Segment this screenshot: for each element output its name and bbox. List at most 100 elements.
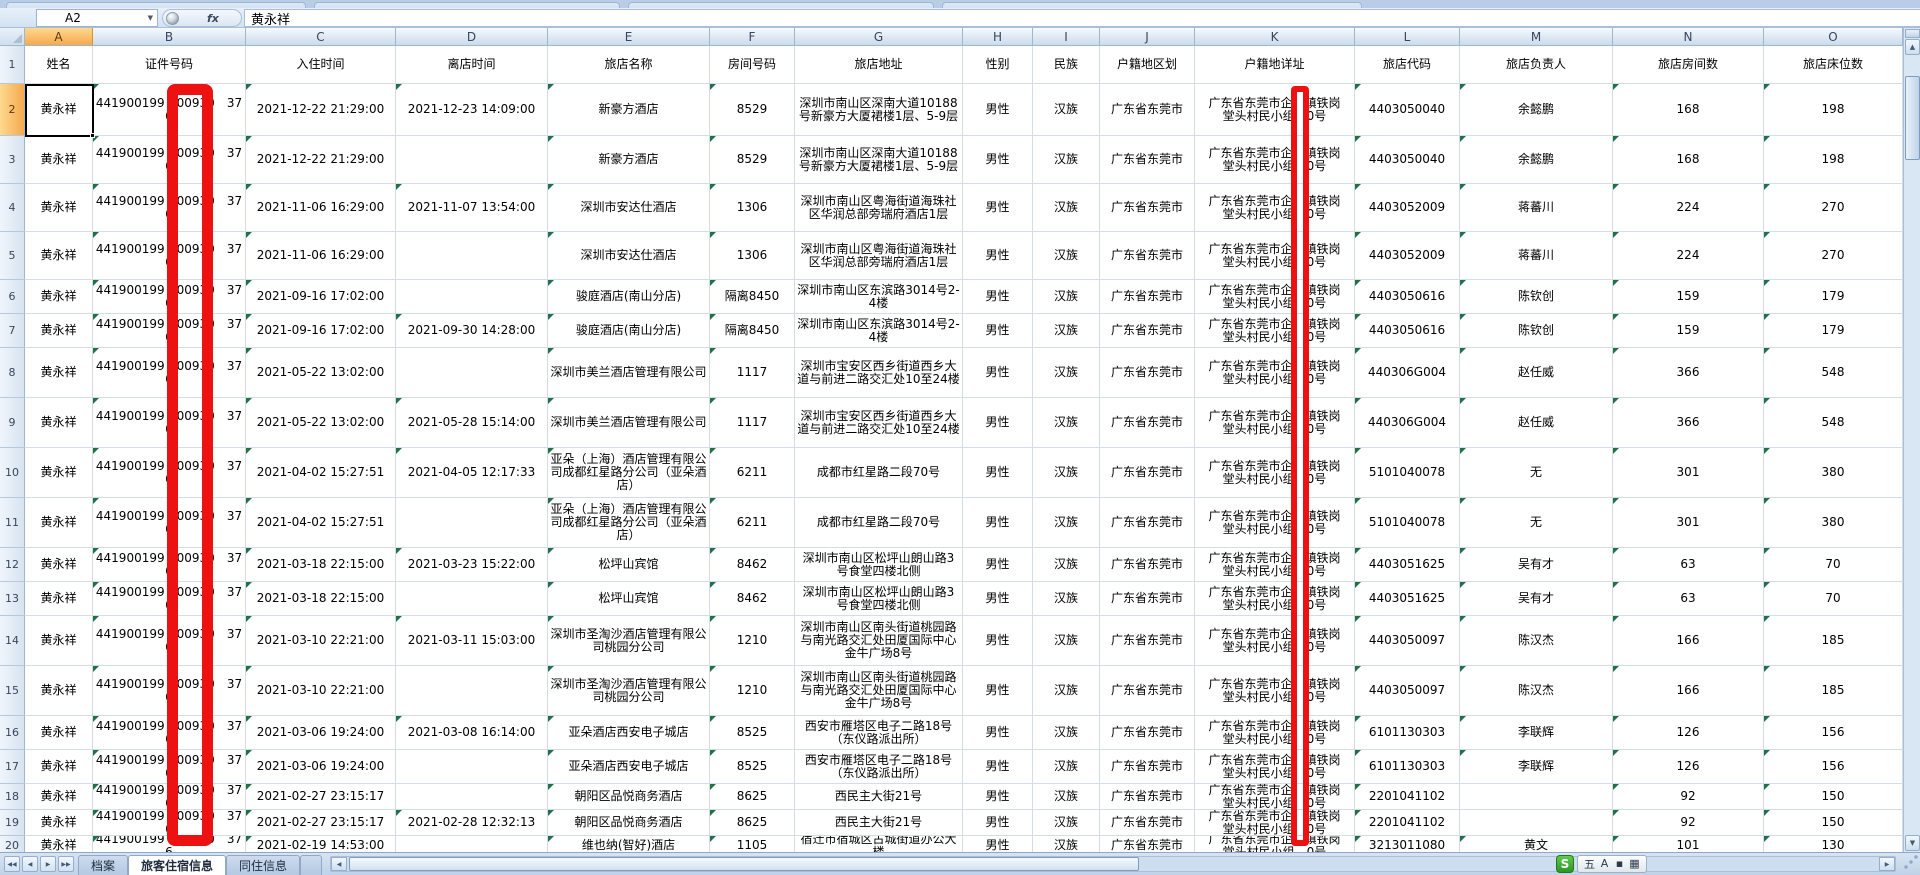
cell-N18[interactable]: 92 [1613,784,1764,810]
cell-O18[interactable]: 150 [1764,784,1903,810]
cell-L1[interactable]: 旅店代码 [1355,46,1460,84]
cell-A4[interactable]: 黄永祥 [25,184,93,232]
cell-O14[interactable]: 185 [1764,616,1903,666]
cell-I14[interactable]: 汉族 [1033,616,1100,666]
column-header-E[interactable]: E [548,28,710,46]
cell-N17[interactable]: 126 [1613,750,1764,784]
prev-sheet-icon[interactable]: ◀ [22,856,38,872]
cell-I4[interactable]: 汉族 [1033,184,1100,232]
cell-F11[interactable]: 6211 [710,498,795,548]
cell-E4[interactable]: 深圳市安达仕酒店 [548,184,710,232]
cell-K1[interactable]: 户籍地详址 [1195,46,1355,84]
cell-A11[interactable]: 黄永祥 [25,498,93,548]
cell-D8[interactable] [396,348,548,398]
cell-J3[interactable]: 广东省东莞市 [1100,136,1195,184]
cell-O9[interactable]: 548 [1764,398,1903,448]
cell-O11[interactable]: 380 [1764,498,1903,548]
cell-N4[interactable]: 224 [1613,184,1764,232]
row-header-14[interactable]: 14 [0,616,25,666]
cell-G7[interactable]: 深圳市南山区东滨路3014号2-4楼 [795,314,963,348]
cell-C13[interactable]: 2021-03-18 22:15:00 [246,582,396,616]
cell-O19[interactable]: 150 [1764,810,1903,836]
cell-C15[interactable]: 2021-03-10 22:21:00 [246,666,396,716]
cell-L12[interactable]: 4403051625 [1355,548,1460,582]
cell-E7[interactable]: 骏庭酒店(南山分店) [548,314,710,348]
cell-F10[interactable]: 6211 [710,448,795,498]
cell-K8[interactable]: 广东省东莞市企 镇铁岗 堂头村民小组 0号 [1195,348,1355,398]
column-header-L[interactable]: L [1355,28,1460,46]
cell-N11[interactable]: 301 [1613,498,1764,548]
insert-function-button[interactable]: fx [162,9,242,27]
cell-G4[interactable]: 深圳市南山区粤海街道海珠社区华润总部旁瑞府酒店1层 [795,184,963,232]
cell-J4[interactable]: 广东省东莞市 [1100,184,1195,232]
cell-K18[interactable]: 广东省东莞市企 镇铁岗 堂头村民小组 0号 [1195,784,1355,810]
column-header-M[interactable]: M [1460,28,1613,46]
cell-H6[interactable]: 男性 [963,280,1033,314]
cell-K10[interactable]: 广东省东莞市企 镇铁岗 堂头村民小组 0号 [1195,448,1355,498]
column-header-C[interactable]: C [246,28,396,46]
cell-D17[interactable] [396,750,548,784]
cell-M17[interactable]: 李联辉 [1460,750,1613,784]
cell-H5[interactable]: 男性 [963,232,1033,280]
column-header-O[interactable]: O [1764,28,1903,46]
cell-E13[interactable]: 松坪山宾馆 [548,582,710,616]
cell-F15[interactable]: 1210 [710,666,795,716]
cell-E16[interactable]: 亚朵酒店西安电子城店 [548,716,710,750]
cell-N1[interactable]: 旅店房间数 [1613,46,1764,84]
column-header-G[interactable]: G [795,28,963,46]
cell-M8[interactable]: 赵任威 [1460,348,1613,398]
row-header-11[interactable]: 11 [0,498,25,548]
cell-A9[interactable]: 黄永祥 [25,398,93,448]
row-header-10[interactable]: 10 [0,448,25,498]
cell-K17[interactable]: 广东省东莞市企 镇铁岗 堂头村民小组 0号 [1195,750,1355,784]
cell-O17[interactable]: 156 [1764,750,1903,784]
column-header-D[interactable]: D [396,28,548,46]
cell-D3[interactable] [396,136,548,184]
cell-L17[interactable]: 6101130303 [1355,750,1460,784]
ime-logo-icon[interactable]: S [1556,854,1574,873]
cell-K3[interactable]: 广东省东莞市企 镇铁岗 堂头村民小组 0号 [1195,136,1355,184]
cell-C20[interactable]: 2021-02-19 14:53:00 [246,836,396,852]
cell-N15[interactable]: 166 [1613,666,1764,716]
cell-C12[interactable]: 2021-03-18 22:15:00 [246,548,396,582]
cell-K19[interactable]: 广东省东莞市企 镇铁岗 堂头村民小组 0号 [1195,810,1355,836]
cell-I15[interactable]: 汉族 [1033,666,1100,716]
cell-K9[interactable]: 广东省东莞市企 镇铁岗 堂头村民小组 0号 [1195,398,1355,448]
cell-L9[interactable]: 440306G004 [1355,398,1460,448]
cell-C14[interactable]: 2021-03-10 22:21:00 [246,616,396,666]
cell-I17[interactable]: 汉族 [1033,750,1100,784]
cell-D12[interactable]: 2021-03-23 15:22:00 [396,548,548,582]
cell-C7[interactable]: 2021-09-16 17:02:00 [246,314,396,348]
scroll-right-icon[interactable]: ▶ [1879,857,1895,871]
cell-N6[interactable]: 159 [1613,280,1764,314]
cell-J10[interactable]: 广东省东莞市 [1100,448,1195,498]
cell-D9[interactable]: 2021-05-28 15:14:00 [396,398,548,448]
cell-F20[interactable]: 1105 [710,836,795,852]
column-header-B[interactable]: B [93,28,246,46]
cell-K2[interactable]: 广东省东莞市企 镇铁岗 堂头村民小组 0号 [1195,84,1355,136]
cell-H17[interactable]: 男性 [963,750,1033,784]
cell-C8[interactable]: 2021-05-22 13:02:00 [246,348,396,398]
cell-J12[interactable]: 广东省东莞市 [1100,548,1195,582]
cell-E8[interactable]: 深圳市美兰酒店管理有限公司 [548,348,710,398]
cell-J1[interactable]: 户籍地区划 [1100,46,1195,84]
cell-F1[interactable]: 房间号码 [710,46,795,84]
cell-O1[interactable]: 旅店床位数 [1764,46,1903,84]
row-header-19[interactable]: 19 [0,810,25,836]
cell-D7[interactable]: 2021-09-30 14:28:00 [396,314,548,348]
cell-G14[interactable]: 深圳市南山区南头街道桃园路与南光路交汇处田厦国际中心金牛广场8号 [795,616,963,666]
sheet-tab-同住信息[interactable]: 同住信息 [226,855,301,875]
cell-L15[interactable]: 4403050097 [1355,666,1460,716]
cell-L19[interactable]: 2201041102 [1355,810,1460,836]
cell-A16[interactable]: 黄永祥 [25,716,93,750]
cell-O2[interactable]: 198 [1764,84,1903,136]
cell-K16[interactable]: 广东省东莞市企 镇铁岗 堂头村民小组 0号 [1195,716,1355,750]
cell-F6[interactable]: 隔离8450 [710,280,795,314]
cell-C19[interactable]: 2021-02-27 23:15:17 [246,810,396,836]
cell-N12[interactable]: 63 [1613,548,1764,582]
cell-A8[interactable]: 黄永祥 [25,348,93,398]
cell-O13[interactable]: 70 [1764,582,1903,616]
cell-F4[interactable]: 1306 [710,184,795,232]
cell-N2[interactable]: 168 [1613,84,1764,136]
cell-L10[interactable]: 5101040078 [1355,448,1460,498]
